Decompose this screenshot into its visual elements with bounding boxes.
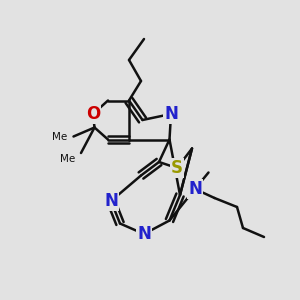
Text: N: N: [188, 180, 202, 198]
Text: N: N: [104, 192, 118, 210]
Text: S: S: [171, 159, 183, 177]
Text: Me: Me: [52, 131, 68, 142]
Text: O: O: [86, 105, 100, 123]
Text: N: N: [164, 105, 178, 123]
Text: Me: Me: [60, 154, 75, 164]
Text: N: N: [137, 225, 151, 243]
